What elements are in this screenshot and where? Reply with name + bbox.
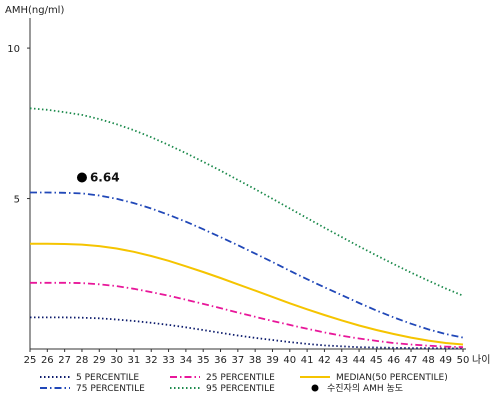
legend-patient-marker	[311, 384, 319, 392]
y-tick-label: 10	[7, 44, 20, 55]
highlight-layer: 6.64	[76, 170, 120, 184]
x-tick-label: 47	[405, 355, 418, 366]
x-tick-label: 49	[439, 355, 452, 366]
x-tick-label: 28	[76, 355, 89, 366]
series-layer	[29, 107, 464, 350]
x-tick-label: 38	[249, 355, 262, 366]
x-tick-label: 36	[214, 355, 227, 366]
y-tick-label: 5	[14, 195, 20, 206]
y-axis: AMH(ng/ml)	[5, 5, 64, 349]
series-line	[30, 281, 464, 349]
patient-point-label: 6.64	[90, 170, 120, 184]
tick-layer: 25 26 27 28 29 30 31 32 33 34 35 36 37 38 39 40 41 42 43 44…	[7, 44, 469, 366]
legend-label: 95 PERCENTILE	[206, 384, 275, 394]
x-tick-label: 37	[231, 355, 244, 366]
x-axis-title: 나이	[472, 354, 490, 366]
legend-label: 5 PERCENTILE	[76, 373, 139, 383]
y-axis-title: AMH(ng/ml)	[5, 5, 64, 16]
x-tick-label: 32	[145, 355, 158, 366]
x-tick-label: 35	[197, 355, 210, 366]
legend-label: 75 PERCENTILE	[76, 384, 145, 394]
x-tick-label: 33	[162, 355, 175, 366]
x-tick-label: 50	[457, 355, 470, 366]
x-tick-label: 29	[93, 355, 106, 366]
x-tick-label: 39	[266, 355, 279, 366]
x-tick-label: 45	[370, 355, 383, 366]
legend: 5 PERCENTILE 25 PERCENTILE MEDIAN(50 PERCE…	[40, 373, 448, 394]
x-tick-label: 31	[128, 355, 141, 366]
x-tick-label: 34	[180, 355, 193, 366]
legend-label: 25 PERCENTILE	[206, 373, 275, 383]
series-line	[30, 316, 463, 350]
x-tick-label: 44	[353, 355, 366, 366]
x-tick-label: 40	[283, 355, 296, 366]
x-tick-label: 48	[422, 355, 435, 366]
x-tick-label: 30	[110, 355, 123, 366]
series-line	[29, 107, 464, 297]
series-line	[30, 191, 464, 339]
series-line	[30, 242, 464, 346]
x-tick-label: 25	[24, 355, 37, 366]
x-tick-label: 41	[301, 355, 314, 366]
patient-point	[76, 172, 87, 183]
x-tick-label: 46	[387, 355, 400, 366]
x-tick-label: 27	[58, 355, 71, 366]
legend-patient-label: 수진자의 AMH 농도	[327, 383, 403, 394]
legend-label: MEDIAN(50 PERCENTILE)	[336, 373, 448, 383]
x-tick-label: 43	[335, 355, 348, 366]
x-tick-label: 42	[318, 355, 331, 366]
x-tick-label: 26	[41, 355, 54, 366]
